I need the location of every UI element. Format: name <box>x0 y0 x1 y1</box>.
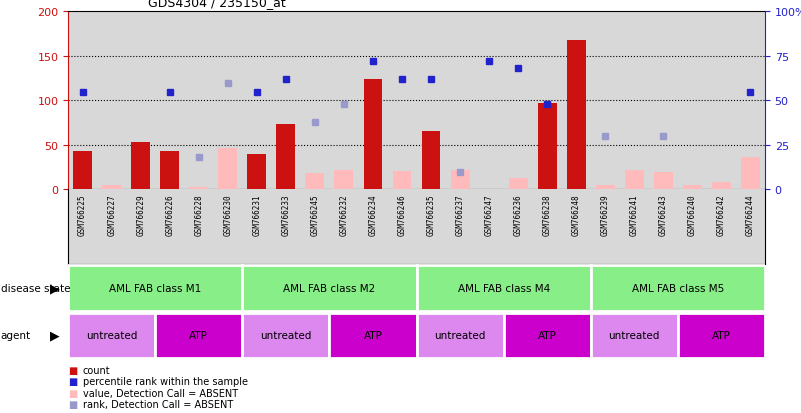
Bar <box>248 154 266 190</box>
Text: GSM766243: GSM766243 <box>659 194 668 235</box>
Text: GSM766231: GSM766231 <box>252 194 261 235</box>
Text: ATP: ATP <box>537 330 557 341</box>
Bar <box>741 157 760 190</box>
Text: GDS4304 / 235150_at: GDS4304 / 235150_at <box>148 0 286 9</box>
Bar <box>509 178 528 190</box>
Bar <box>68 313 155 358</box>
Text: ATP: ATP <box>364 330 382 341</box>
Text: untreated: untreated <box>260 330 312 341</box>
Text: GSM766227: GSM766227 <box>107 194 116 235</box>
Text: GSM766232: GSM766232 <box>340 194 348 235</box>
Text: GSM766244: GSM766244 <box>746 194 755 235</box>
Text: ■: ■ <box>68 365 78 375</box>
Bar <box>590 313 678 358</box>
Bar <box>537 104 557 190</box>
Text: GSM766238: GSM766238 <box>543 194 552 235</box>
Text: GSM766247: GSM766247 <box>485 194 493 235</box>
Text: ATP: ATP <box>712 330 731 341</box>
Bar <box>329 313 417 358</box>
Text: AML FAB class M2: AML FAB class M2 <box>284 283 376 293</box>
Text: GSM766240: GSM766240 <box>688 194 697 235</box>
Text: GSM766246: GSM766246 <box>397 194 406 235</box>
Bar <box>73 152 92 190</box>
Text: GSM766248: GSM766248 <box>572 194 581 235</box>
Bar <box>625 171 644 190</box>
Text: ■: ■ <box>68 388 78 398</box>
Bar <box>242 265 417 311</box>
Text: GSM766245: GSM766245 <box>311 194 320 235</box>
Text: agent: agent <box>1 330 31 341</box>
Bar <box>131 143 150 190</box>
Text: ATP: ATP <box>189 330 208 341</box>
Bar <box>417 265 590 311</box>
Bar <box>654 172 673 190</box>
Bar <box>590 265 765 311</box>
Text: GSM766230: GSM766230 <box>223 194 232 235</box>
Text: untreated: untreated <box>434 330 485 341</box>
Text: untreated: untreated <box>609 330 660 341</box>
Text: GSM766234: GSM766234 <box>368 194 377 235</box>
Text: count: count <box>83 365 110 375</box>
Text: GSM766242: GSM766242 <box>717 194 726 235</box>
Text: ▶: ▶ <box>50 329 60 342</box>
Text: GSM766233: GSM766233 <box>281 194 290 235</box>
Text: percentile rank within the sample: percentile rank within the sample <box>83 376 248 386</box>
Text: GSM766235: GSM766235 <box>427 194 436 235</box>
Bar <box>596 185 614 190</box>
Text: GSM766229: GSM766229 <box>136 194 145 235</box>
Text: untreated: untreated <box>86 330 137 341</box>
Text: ▶: ▶ <box>50 282 60 294</box>
Text: GSM766236: GSM766236 <box>513 194 522 235</box>
Bar <box>242 313 329 358</box>
Bar <box>683 185 702 190</box>
Text: value, Detection Call = ABSENT: value, Detection Call = ABSENT <box>83 388 238 398</box>
Text: ■: ■ <box>68 376 78 386</box>
Bar <box>335 171 353 190</box>
Bar <box>392 171 412 190</box>
Text: GSM766237: GSM766237 <box>456 194 465 235</box>
Text: disease state: disease state <box>1 283 70 293</box>
Bar <box>504 313 590 358</box>
Text: GSM766241: GSM766241 <box>630 194 638 235</box>
Bar <box>189 188 208 190</box>
Bar <box>155 313 242 358</box>
Bar <box>451 171 469 190</box>
Text: GSM766228: GSM766228 <box>195 194 203 235</box>
Bar <box>364 80 382 190</box>
Text: AML FAB class M1: AML FAB class M1 <box>109 283 201 293</box>
Text: ■: ■ <box>68 399 78 409</box>
Bar <box>678 313 765 358</box>
Bar <box>421 131 441 190</box>
Bar <box>305 174 324 190</box>
Text: GSM766239: GSM766239 <box>601 194 610 235</box>
Bar <box>219 148 237 190</box>
Bar <box>567 41 586 190</box>
Text: AML FAB class M4: AML FAB class M4 <box>457 283 549 293</box>
Bar <box>712 183 731 190</box>
Bar <box>276 125 296 190</box>
Text: GSM766226: GSM766226 <box>165 194 174 235</box>
Bar <box>160 152 179 190</box>
Bar <box>68 265 242 311</box>
Text: GSM766225: GSM766225 <box>78 194 87 235</box>
Bar <box>417 313 504 358</box>
Text: rank, Detection Call = ABSENT: rank, Detection Call = ABSENT <box>83 399 233 409</box>
Text: AML FAB class M5: AML FAB class M5 <box>632 283 724 293</box>
Bar <box>103 185 121 190</box>
